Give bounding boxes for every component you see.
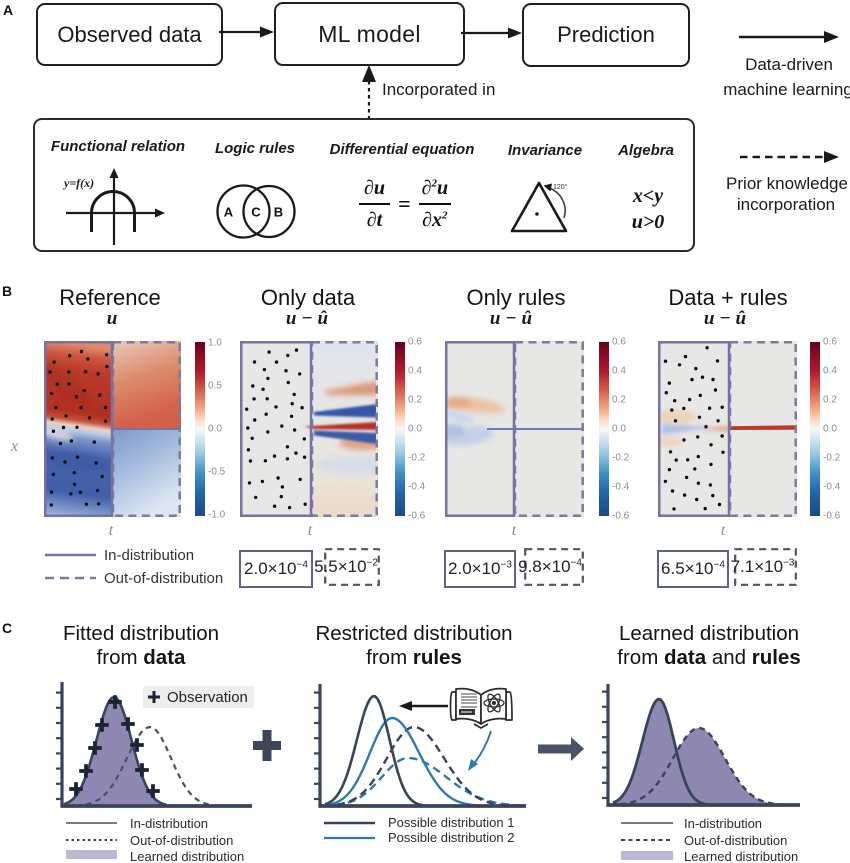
svg-text:B: B	[274, 205, 283, 220]
svg-text:Observation: Observation	[167, 689, 248, 706]
svg-text:120°: 120°	[553, 183, 568, 191]
svg-text:A: A	[224, 205, 234, 220]
svg-text:C: C	[251, 205, 261, 220]
